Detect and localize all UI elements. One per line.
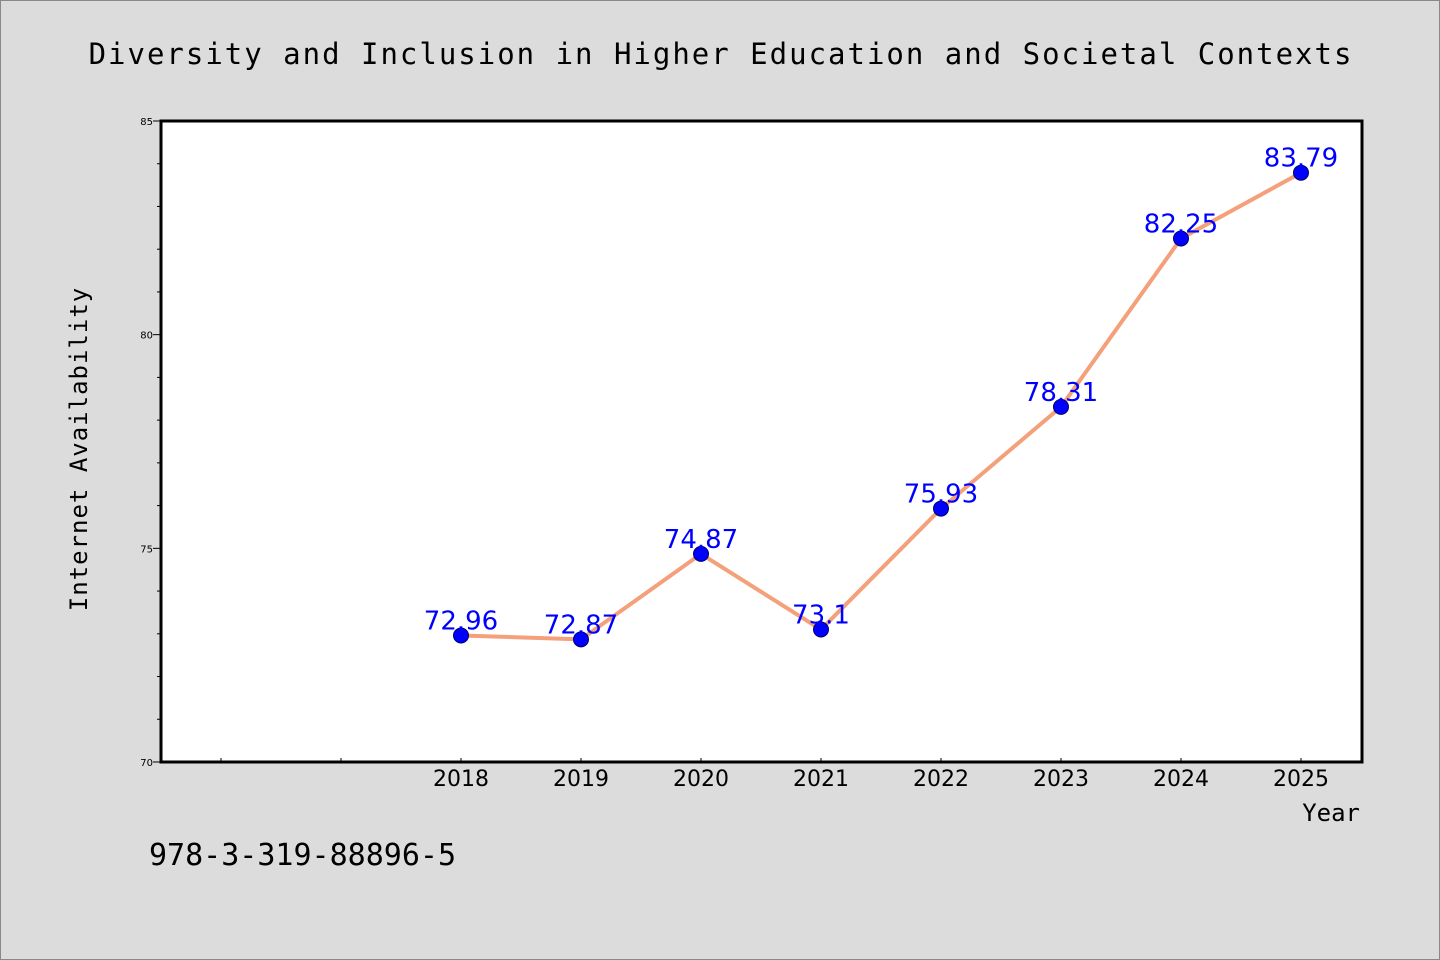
y-tick-label: 75 xyxy=(140,544,153,555)
y-axis-ticks: 70 75 80 85 xyxy=(140,117,161,769)
data-point xyxy=(813,621,829,638)
x-tick-label: 2022 xyxy=(913,767,969,792)
x-tick-label: 2018 xyxy=(433,767,489,792)
x-tick-label: 2024 xyxy=(1153,767,1209,792)
data-point xyxy=(933,500,949,517)
series-layer xyxy=(453,164,1309,648)
data-label: 75.93 xyxy=(904,480,978,510)
data-label: 73.1 xyxy=(792,601,850,631)
data-label: 72.87 xyxy=(544,610,618,640)
x-axis-label: Year xyxy=(1302,799,1360,827)
y-tick-label: 85 xyxy=(140,117,153,128)
chart-title: Diversity and Inclusion in Higher Educat… xyxy=(89,37,1354,71)
y-axis-label: Internet Availability xyxy=(65,287,93,611)
data-label: 83.79 xyxy=(1264,144,1338,174)
x-tick-label: 2025 xyxy=(1273,767,1329,792)
x-axis-ticks: 2018 2019 2020 2021 2022 2023 2024 2025 xyxy=(220,758,1329,792)
y-tick-label: 80 xyxy=(140,331,153,342)
isbn-text: 978-3-319-88896-5 xyxy=(149,838,456,873)
data-point xyxy=(453,627,469,644)
data-point xyxy=(1053,398,1069,415)
x-tick-label: 2020 xyxy=(673,767,729,792)
data-label: 74.87 xyxy=(664,525,738,555)
x-tick-label: 2021 xyxy=(793,767,849,792)
series-line xyxy=(459,170,1303,642)
y-tick-label: 70 xyxy=(140,758,153,769)
data-label: 78.31 xyxy=(1024,378,1098,408)
data-label: 82.25 xyxy=(1144,210,1218,240)
data-label: 72.96 xyxy=(424,607,498,637)
data-point xyxy=(1293,164,1309,181)
data-label-layer: 72.96 72.87 74.87 73.1 75.93 78.31 82.25 83.79 xyxy=(424,144,1338,641)
data-point xyxy=(693,545,709,562)
data-point xyxy=(573,631,589,648)
x-tick-label: 2023 xyxy=(1033,767,1089,792)
data-point xyxy=(1173,230,1189,247)
plot-area xyxy=(159,119,1364,764)
x-tick-label: 2019 xyxy=(553,767,609,792)
